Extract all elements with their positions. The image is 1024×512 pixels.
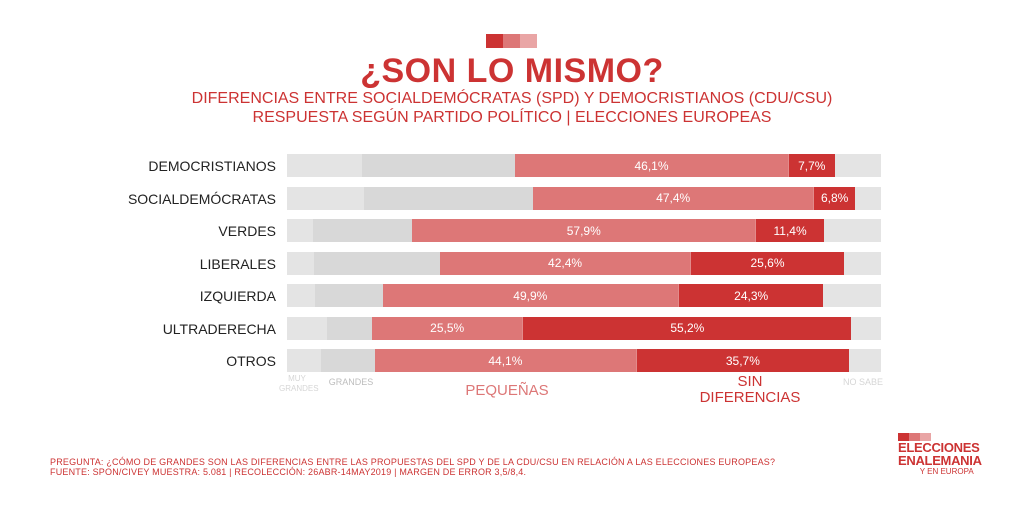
bar-row: 46,1% 7,7% [287,154,881,177]
bar-segment-muy-grandes [287,186,365,210]
bar-segment-grandes [314,284,383,307]
legend-sin-diferencias-line2: DIFERENCIAS [699,389,801,406]
legend-muy-grandes-line2: GRANDES [279,384,319,393]
bar-segment-pequenas: 25,5% [371,316,524,340]
legend-sin-diferencias-line1: SIN [737,373,763,390]
category-label: VERDES [218,223,276,239]
bar-segment-pequenas: 47,4% [532,186,815,210]
bar-row: 44,1% 35,7% [287,349,881,372]
brand-square-2 [909,433,920,441]
bar-segment-muy-grandes [287,349,321,372]
legend-sin-diferencias: SIN DIFERENCIAS [690,374,810,405]
category-label: LIBERALES [199,255,276,272]
bar-segment-pequenas: 49,9% [382,284,679,307]
legend-muy-grandes: MUY GRANDES [279,374,319,393]
legend-pequenas: PEQUEÑAS [465,382,549,399]
brand-line3: Y EN EUROPA [919,467,974,476]
bar-row: 49,9% 24,3% [287,284,881,307]
data-label: 49,9% [513,288,548,303]
bar-row: 47,4% 6,8% [287,186,881,210]
bar-segment-no-sabe [843,251,881,275]
bar-segment-grandes [313,251,440,275]
data-label: 24,3% [734,288,769,303]
footer-question: PREGUNTA: ¿CÓMO DE GRANDES SON LAS DIFER… [50,457,776,467]
logo-square-1 [486,34,503,48]
chart-subtitle-line2: RESPUESTA SEGÚN PARTIDO POLÍTICO | ELECC… [252,109,772,126]
brand-line1: ELECCIONES [898,440,980,455]
data-label: 6,8% [820,191,849,205]
legend-muy-grandes-line1: MUY [288,374,306,383]
bar-segment-no-sabe [823,284,881,307]
logo-square-2 [503,34,520,48]
data-label: 42,4% [548,256,583,270]
data-label: 7,7% [798,158,826,173]
category-label: OTROS [226,353,276,369]
bar-segment-sin-diferencias: 6,8% [814,186,855,210]
bar-segment-pequenas: 57,9% [412,219,757,242]
bar-segment-muy-grandes [287,284,315,307]
brand-squares [898,433,982,441]
bar-segment-muy-grandes [287,154,362,177]
bar-segment-sin-diferencias: 35,7% [636,349,849,372]
bar-segment-no-sabe [834,154,881,177]
bar-segment-no-sabe [851,316,881,340]
bar-segment-muy-grandes [287,219,314,242]
brand-square-3 [920,433,931,441]
bar-row: 57,9% 11,4% [287,219,881,242]
bar-segment-sin-diferencias: 11,4% [756,219,824,242]
bar-segment-grandes [364,186,533,210]
bar-row: 42,4% 25,6% [287,251,881,275]
data-label: 11,4% [773,223,807,238]
bar-segment-sin-diferencias: 55,2% [523,316,852,340]
category-label: SOCIALDEMÓCRATAS [127,190,276,207]
brand-line2: ENALEMANIA [898,453,982,468]
data-label: 47,4% [656,191,691,205]
bar-segment-muy-grandes [287,251,314,275]
data-label: 46,1% [634,158,669,173]
bar-segment-no-sabe [848,349,881,372]
category-label: ULTRADERECHA [162,320,276,337]
bar-segment-no-sabe [823,219,881,242]
footer-source: FUENTE: SPON/CIVEY MUESTRA: 5.081 | RECO… [50,467,527,477]
bar-segment-pequenas: 42,4% [439,251,692,275]
bar-segment-sin-diferencias: 24,3% [679,284,824,307]
chart-title: ¿SON LO MISMO? [360,52,664,90]
category-label: IZQUIERDA [199,288,276,304]
bar-segment-pequenas: 46,1% [515,154,789,177]
bar-segment-sin-diferencias: 7,7% [788,154,835,177]
logo-square-3 [520,34,537,48]
bar-segment-sin-diferencias: 25,6% [691,251,844,275]
brand-logo: ELECCIONES ENALEMANIA Y EN EUROPA [898,433,982,476]
data-label: 35,7% [725,353,760,368]
data-label: 25,5% [430,321,465,335]
category-label: DEMOCRISTIANOS [148,158,276,174]
bar-segment-grandes [320,349,375,372]
bar-segment-grandes [326,316,372,340]
bar-row: 25,5% 55,2% [287,316,881,340]
data-label: 57,9% [566,223,601,238]
bar-segment-grandes [361,154,516,177]
data-label: 44,1% [488,353,523,368]
bar-segment-pequenas: 44,1% [374,349,637,372]
bar-segment-no-sabe [854,186,881,210]
data-label: 25,6% [750,256,785,270]
legend-grandes: GRANDES [328,377,374,387]
bar-segment-muy-grandes [287,316,327,340]
legend-no-sabe: NO SABE [842,377,883,387]
chart-subtitle-line1: DIFERENCIAS ENTRE SOCIALDEMÓCRATAS (SPD)… [191,90,833,107]
header-logo-squares [486,34,537,48]
brand-square-1 [898,433,909,441]
data-label: 55,2% [670,321,705,335]
bar-segment-grandes [313,219,413,242]
